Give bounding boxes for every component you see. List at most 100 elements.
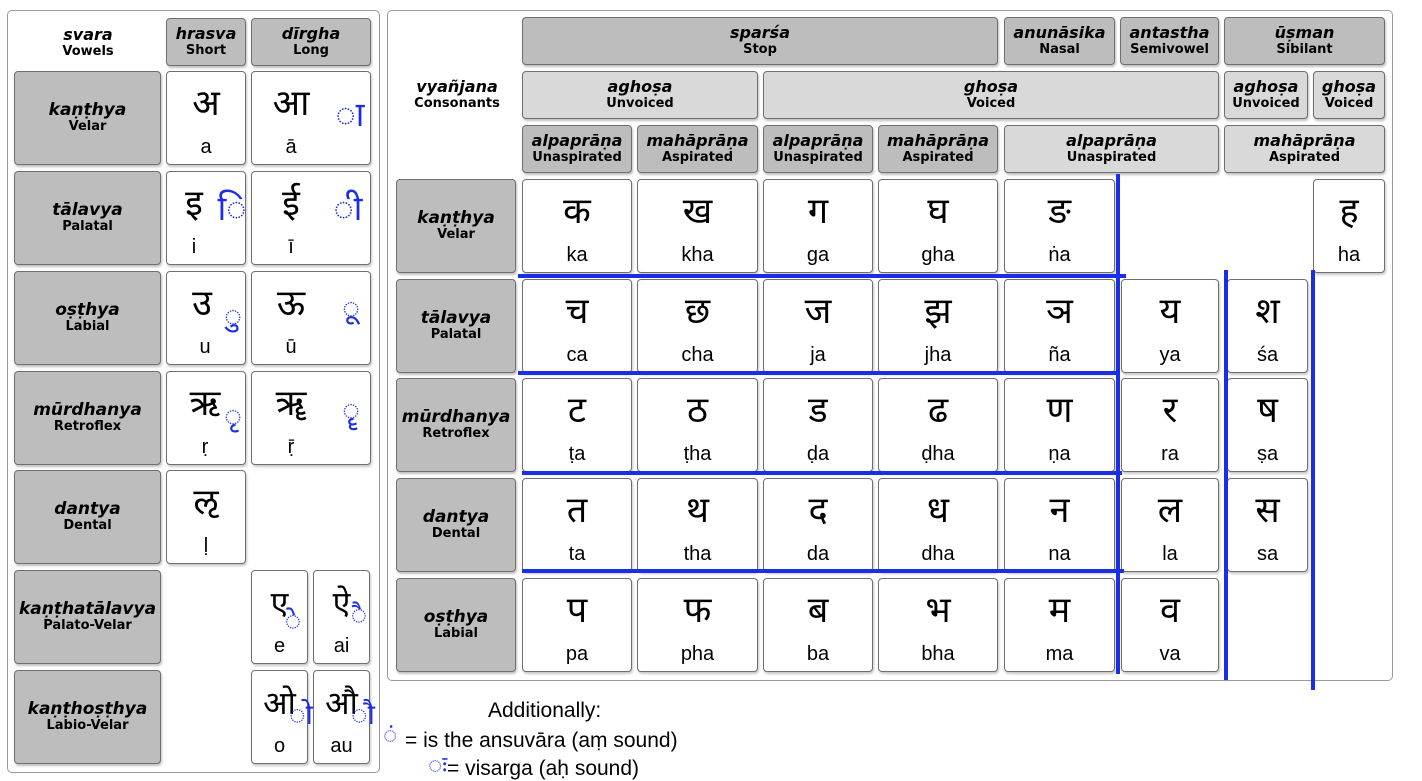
guide-line: [1311, 270, 1315, 690]
vowel-sign-r: ृ: [224, 399, 242, 434]
consonant-cell-dental: त ta: [522, 478, 632, 572]
transliteration: pa: [565, 643, 589, 665]
header-aspirated: mahāprāṇa Aspirated: [637, 125, 758, 173]
header-subtitle: Stop: [743, 41, 777, 57]
anusvara-mark: ं: [383, 721, 398, 749]
consonant-cell-retroflex: ष ṣa: [1227, 378, 1308, 472]
row-title: tālavya: [420, 307, 492, 328]
header-subtitle: Vowels: [62, 43, 114, 59]
devanagari-letter: ऐ: [332, 584, 351, 622]
transliteration: o: [273, 735, 286, 757]
vowel-cell-o: ओ o ो: [251, 670, 313, 764]
devanagari-letter: र: [1162, 390, 1178, 431]
guide-line: [1224, 270, 1228, 680]
header-subtitle: Semivowel: [1130, 41, 1209, 57]
transliteration: ya: [1159, 344, 1181, 366]
devanagari-letter: औ: [325, 684, 358, 722]
header-sibilant: ūṣman Sibilant: [1224, 17, 1385, 65]
header-stop: sparśa Stop: [522, 17, 998, 65]
row-subtitle: Palatal: [62, 219, 113, 235]
transliteration: u: [199, 336, 211, 358]
devanagari-letter: ञ: [1046, 291, 1073, 332]
transliteration: au: [330, 735, 353, 757]
vowel-cell-e: ए e े: [251, 570, 308, 664]
transliteration: ḷ: [203, 535, 209, 557]
transliteration: ta: [568, 543, 586, 565]
row-title: dantya: [422, 506, 490, 527]
row-subtitle: Retroflex: [422, 426, 490, 442]
devanagari-letter: उ: [192, 283, 212, 324]
vowel-sign-ai: ै: [350, 598, 368, 631]
consonants-corner-header: vyañjana Consonants: [398, 70, 516, 120]
header-subtitle: Aspirated: [1268, 149, 1341, 165]
transliteration: ba: [806, 643, 830, 665]
transliteration: sa: [1256, 543, 1279, 565]
transliteration: la: [1162, 543, 1178, 565]
header-subtitle: Unaspirated: [1066, 149, 1157, 165]
devanagari-letter: ध: [926, 490, 950, 531]
header-title: mahāprāṇa: [646, 131, 749, 151]
devanagari-letter: ण: [1046, 390, 1073, 431]
transliteration: ṇa: [1048, 443, 1071, 465]
row-subtitle: Labial: [433, 626, 479, 642]
header-subtitle: Unaspirated: [532, 149, 622, 165]
header-title: hrasva: [175, 24, 237, 44]
header-title: mahāprāṇa: [1253, 131, 1356, 151]
consonant-cell-labial: म ma: [1004, 578, 1115, 672]
header-subtitle: Nasal: [1039, 41, 1080, 57]
row-title: mūrdhanya: [33, 399, 142, 420]
row-title: mūrdhanya: [401, 406, 511, 427]
vowel-sign-aa: ा: [335, 95, 365, 135]
devanagari-letter: झ: [924, 291, 952, 332]
devanagari-letter: त: [566, 490, 588, 531]
guide-line: [522, 569, 1124, 573]
header-title: aghoṣa: [607, 77, 673, 97]
devanagari-letter: व: [1159, 590, 1181, 631]
devanagari-letter: ढ: [927, 390, 949, 431]
transliteration: ga: [806, 244, 830, 266]
guide-line: [1116, 174, 1120, 674]
consonant-cell-velar: ख kha: [637, 179, 758, 273]
devanagari-letter: म: [1048, 590, 1071, 631]
devanagari-letter: ऋ: [189, 383, 221, 424]
header-subtitle: Voiced: [1324, 95, 1374, 111]
vowel-row-labial: oṣṭhya Labial: [14, 271, 161, 365]
transliteration: ḍha: [921, 443, 955, 465]
vowel-col-short: hrasva Short: [166, 18, 246, 66]
devanagari-letter: छ: [684, 291, 711, 332]
devanagari-letter: च: [565, 291, 589, 332]
devanagari-letter: ख: [682, 191, 713, 232]
devanagari-letter: ङ: [1048, 191, 1071, 232]
transliteration: ṝ: [287, 436, 295, 458]
header-title: anunāsika: [1013, 23, 1106, 43]
header-title: antastha: [1129, 23, 1210, 43]
row-subtitle: Palato-Velar: [43, 618, 132, 634]
guide-line: [522, 471, 1122, 475]
transliteration: ṅa: [1048, 244, 1071, 266]
transliteration: cha: [681, 344, 714, 366]
transliteration: tha: [683, 543, 712, 565]
header-subtitle: Short: [185, 42, 227, 58]
transliteration: ja: [810, 344, 826, 366]
consonant-cell-dental: द da: [763, 478, 873, 572]
transliteration: ī: [288, 236, 294, 258]
consonant-cell-velar: घ gha: [878, 179, 998, 273]
vowel-cell-rr: ॠ ṝ ॄ: [251, 371, 371, 465]
consonant-cell-velar: ग ga: [763, 179, 873, 273]
consonant-cell-palatal: श śa: [1227, 279, 1308, 373]
header-subtitle: Aspirated: [661, 149, 734, 165]
header-title: vyañjana: [416, 77, 498, 97]
consonant-cell-dental: न na: [1004, 478, 1115, 572]
vowel-cell-i: इ i ि: [166, 171, 247, 265]
devanagari-letter: अ: [192, 83, 220, 124]
vowel-sign-uu: ू: [342, 291, 360, 326]
header-title: sparśa: [730, 23, 790, 43]
consonant-cell-labial: फ pha: [637, 578, 758, 672]
devanagari-letter: द: [808, 490, 828, 531]
header-subtitle: Voiced: [966, 95, 1016, 111]
devanagari-letter: आ: [272, 83, 310, 124]
consonant-row-palatal: tālavya Palatal: [396, 279, 516, 373]
devanagari-letter: ड: [808, 390, 828, 431]
header-semivowel: antastha Semivowel: [1120, 17, 1219, 65]
consonant-cell-velar: ङ ṅa: [1004, 179, 1115, 273]
